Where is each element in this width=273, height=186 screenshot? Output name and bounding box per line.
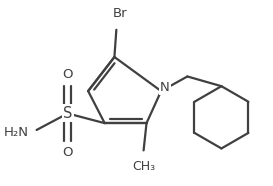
Text: Br: Br [113, 7, 127, 20]
Text: O: O [63, 68, 73, 81]
Text: CH₃: CH₃ [132, 160, 155, 173]
Text: S: S [63, 106, 72, 121]
Text: O: O [63, 146, 73, 159]
Text: H₂N: H₂N [4, 126, 29, 139]
Text: N: N [160, 81, 170, 94]
